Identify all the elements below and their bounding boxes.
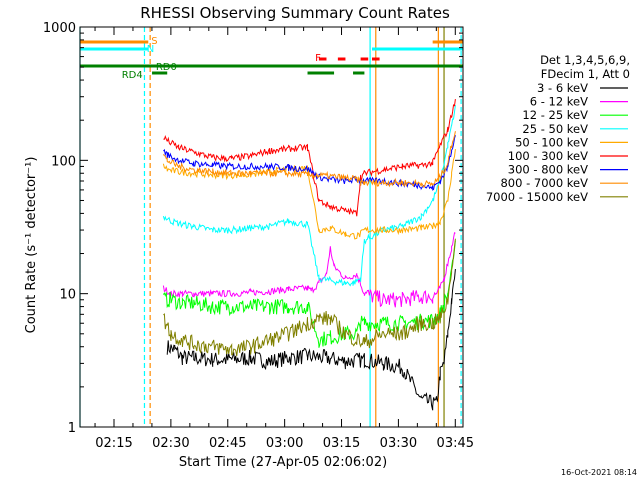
series-line [163, 99, 456, 217]
chart-title: RHESSI Observing Summary Count Rates [140, 4, 450, 22]
series-line [162, 104, 456, 287]
legend-label: 50 - 100 keV [515, 135, 588, 149]
flag-label: F [315, 53, 321, 64]
flag-label: N [147, 44, 154, 55]
series-line [162, 131, 456, 188]
x-tick-label: 03:45 [437, 436, 474, 451]
legend-label: 300 - 800 keV [508, 163, 588, 177]
legend-label: 12 - 25 keV [522, 108, 588, 122]
legend-label: 3 - 6 keV [537, 81, 588, 95]
flag-label: S [151, 36, 157, 47]
x-tick-label: 03:00 [266, 436, 303, 451]
legend-label: 100 - 300 keV [508, 149, 588, 163]
x-tick-label: 02:15 [95, 436, 132, 451]
timestamp: 16-Oct-2021 08:14 [561, 468, 637, 477]
x-tick-label: 02:45 [209, 436, 246, 451]
flag-label: RD0 [156, 62, 177, 73]
legend-header: FDecim 1, Att 0 [541, 67, 630, 81]
series-line [162, 240, 456, 348]
y-tick-label: 10 [59, 288, 76, 303]
series-line [162, 232, 456, 308]
x-tick-label: 03:30 [380, 436, 417, 451]
y-axis-label: Count Rate (s⁻¹ detector⁻¹) [24, 157, 39, 334]
x-tick-label: 02:30 [152, 436, 189, 451]
legend-header: Det 1,3,4,5,6,9, [540, 53, 630, 67]
legend-label: 800 - 7000 keV [500, 176, 588, 190]
y-tick-label: 100 [51, 154, 76, 169]
series-line [166, 268, 456, 411]
legend-label: 7000 - 15000 keV [486, 190, 588, 204]
y-tick-label: 1 [68, 421, 76, 436]
legend: Det 1,3,4,5,6,9,FDecim 1, Att 03 - 6 keV… [486, 53, 630, 204]
flag-label: RD4 [122, 70, 143, 81]
legend-label: 6 - 12 keV [530, 95, 588, 109]
x-tick-label: 03:15 [323, 436, 360, 451]
plot-frame [79, 26, 464, 428]
legend-label: 25 - 50 keV [522, 122, 588, 136]
y-tick-label: 1000 [43, 21, 76, 36]
series-line [163, 238, 456, 357]
series-line [162, 149, 456, 240]
x-axis-label: Start Time (27-Apr-05 02:06:02) [179, 455, 387, 470]
